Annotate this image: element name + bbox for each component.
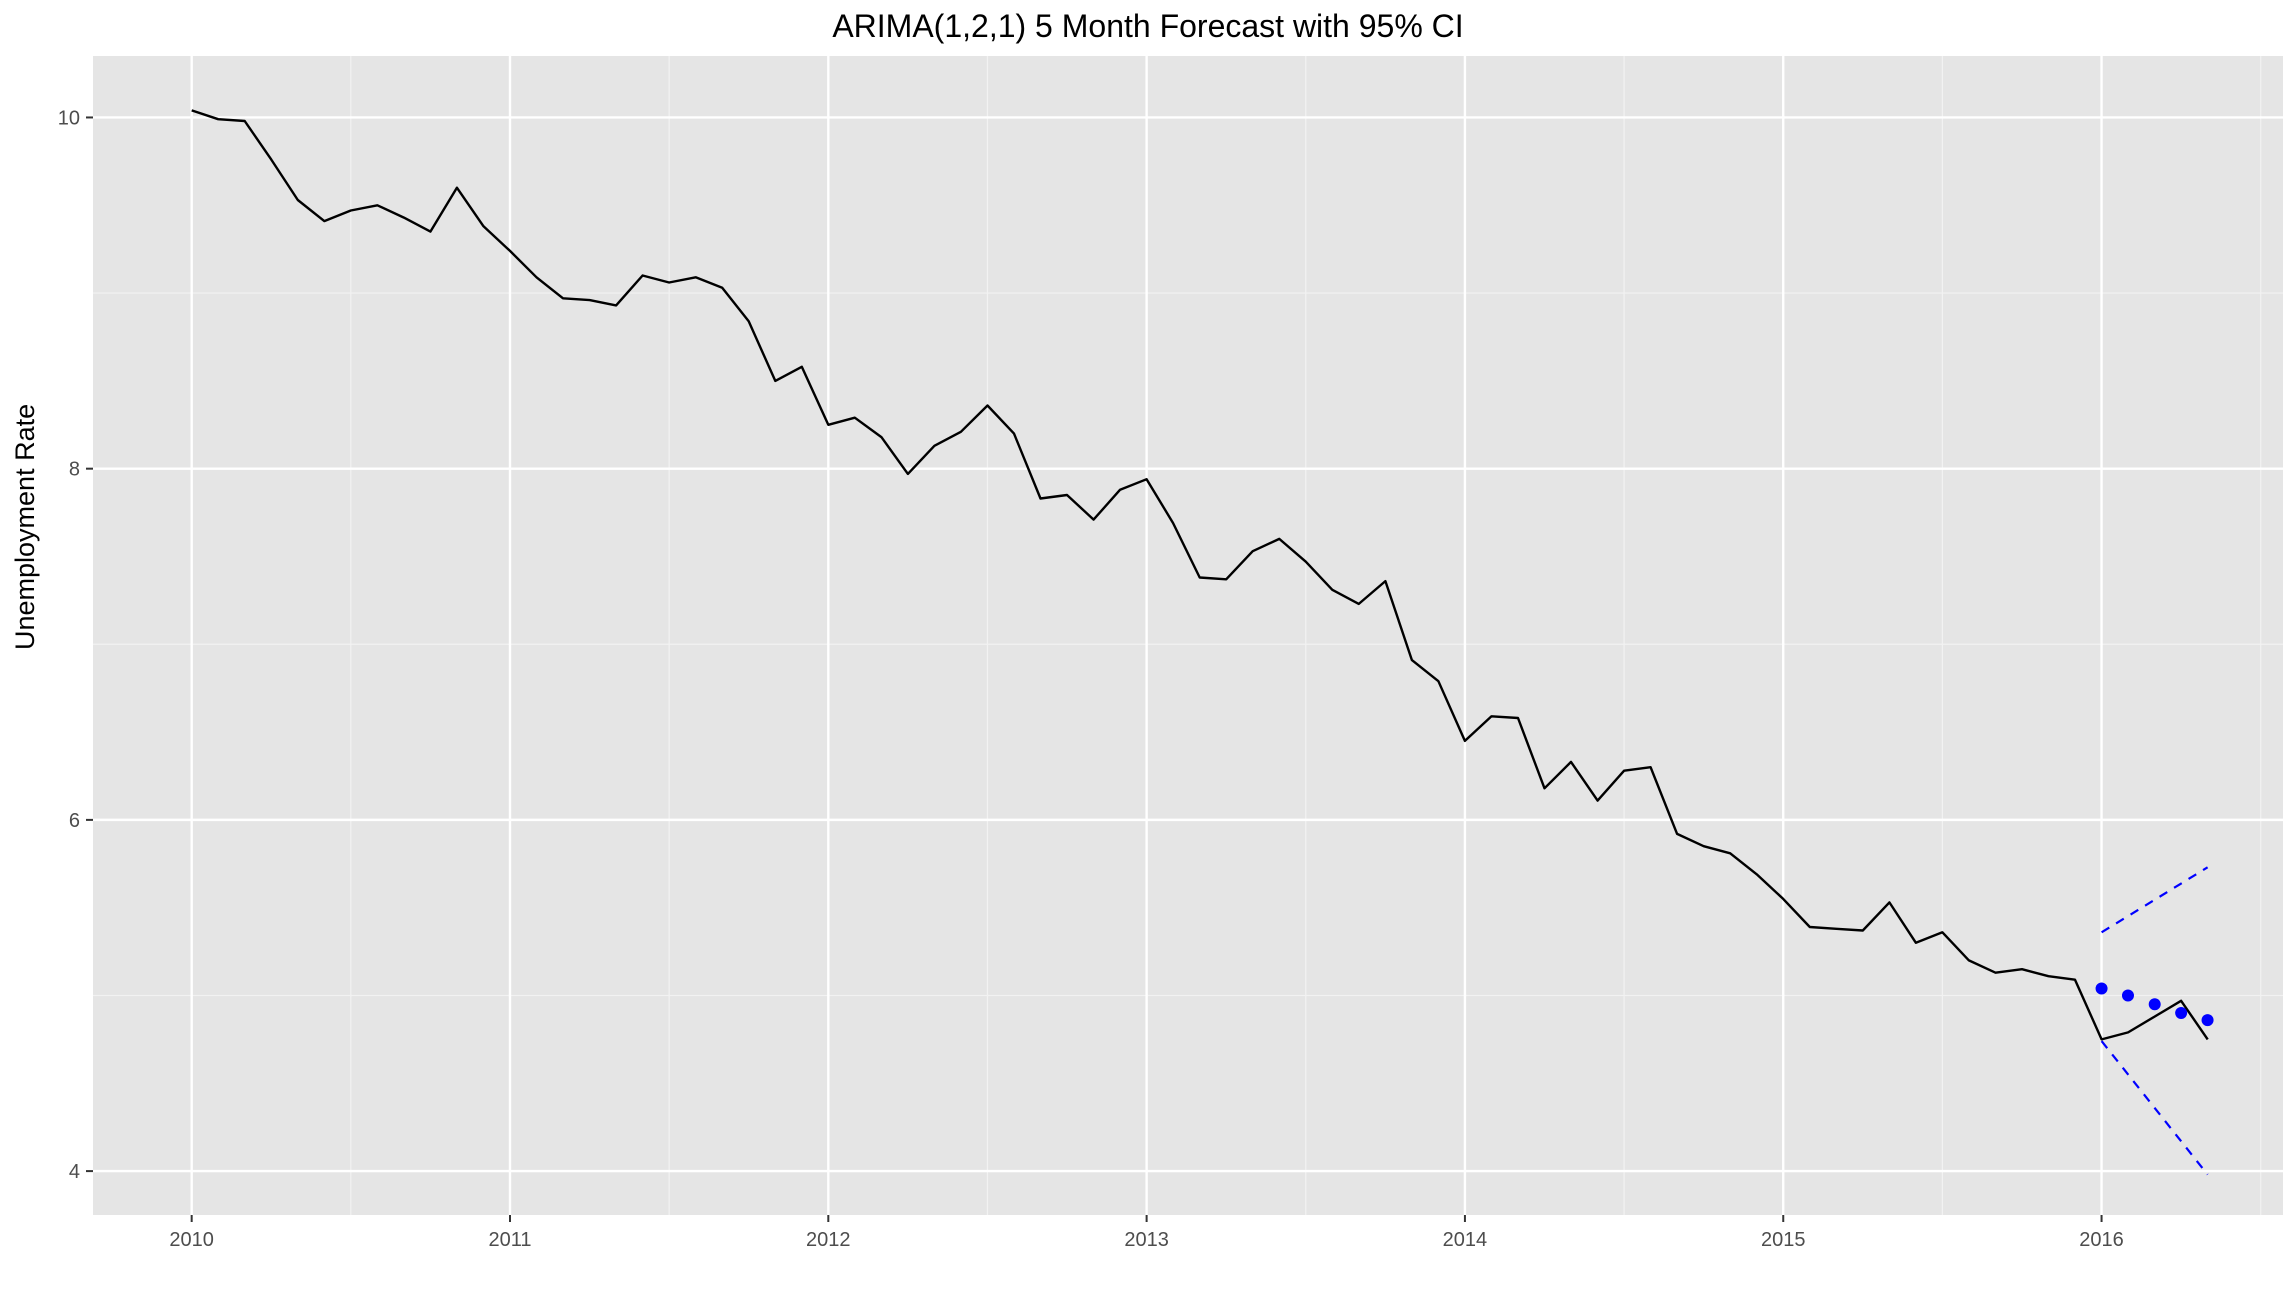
lower-ci-line: [2100, 1040, 2209, 1176]
y-tick-label: 8: [69, 459, 80, 481]
actual-series-line: [191, 109, 2209, 1041]
x-tick-label: 2015: [1761, 1229, 1806, 1251]
forecast-point: [2201, 1014, 2214, 1027]
x-tick-label: 2014: [1443, 1229, 1488, 1251]
x-tick-label: 2012: [806, 1229, 851, 1251]
plot-panel: [93, 56, 2283, 1215]
x-tick-label: 2011: [488, 1229, 531, 1251]
forecast-point: [2095, 982, 2108, 995]
series-layer: [191, 109, 2214, 1176]
forecast-point: [2121, 989, 2134, 1002]
y-tick-label: 10: [58, 107, 80, 129]
major-gridlines: [93, 56, 2283, 1215]
chart-title: ARIMA(1,2,1) 5 Month Forecast with 95% C…: [832, 8, 1464, 44]
y-tick-label: 6: [69, 810, 80, 832]
forecast-point: [2148, 998, 2161, 1011]
axis-ticks: [86, 116, 2103, 1222]
minor-gridlines: [93, 56, 2283, 1215]
x-tick-label: 2013: [1124, 1229, 1169, 1251]
y-tick-label: 4: [69, 1161, 80, 1183]
tick-labels: 2010 2011 2012 2013 2014 2015 2016 4 6 8 10: [58, 107, 2124, 1251]
upper-ci-line: [2101, 866, 2209, 934]
x-tick-label: 2016: [2079, 1229, 2124, 1251]
x-tick-label: 2010: [169, 1229, 214, 1251]
forecast-point: [2175, 1007, 2188, 1020]
